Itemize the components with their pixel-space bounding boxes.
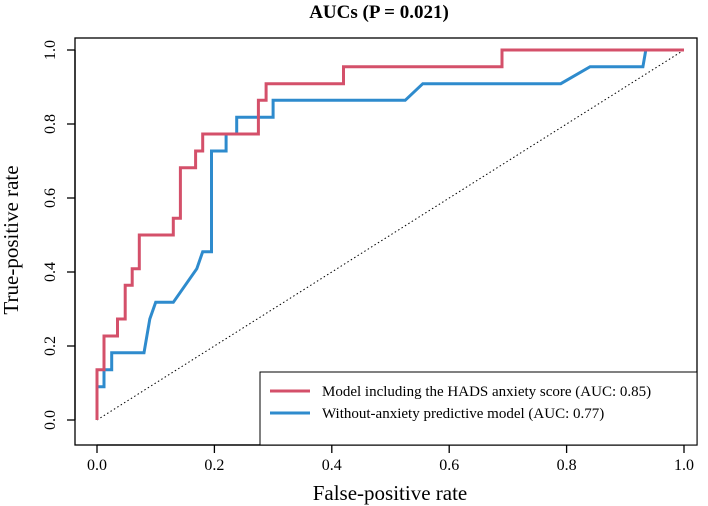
legend-label-without-anxiety-model: Without-anxiety predictive model (AUC: 0… [322,406,604,422]
x-tick-label: 0.6 [439,457,459,474]
roc-curve-without-anxiety-model [95,48,684,420]
x-tick-label: 0.0 [87,457,107,474]
y-tick-label: 0.2 [42,336,59,356]
legend-label-hads-model: Model including the HADS anxiety score (… [322,384,651,400]
legend: Model including the HADS anxiety score (… [259,371,698,446]
y-axis: 0.0 0.2 0.4 0.6 0.8 1.0 [42,40,76,430]
y-tick-label: 0.4 [42,262,59,282]
legend-box [259,371,698,446]
y-tick-label: 0.0 [42,410,59,430]
x-tick-label: 0.4 [322,457,342,474]
reference-diagonal [96,49,685,421]
chart-title: AUCs (P = 0.021) [309,2,449,23]
y-tick-label: 0.8 [42,114,59,134]
y-axis-label: True-positive rate [0,165,23,314]
x-axis-label: False-positive rate [313,481,468,505]
y-tick-label: 0.6 [42,188,59,208]
y-tick-label: 1.0 [42,40,59,60]
x-axis: 0.0 0.2 0.4 0.6 0.8 1.0 [87,444,694,474]
plot-area [95,48,685,421]
x-tick-label: 1.0 [674,457,694,474]
x-tick-label: 0.2 [204,457,224,474]
roc-curve-hads-model [95,48,684,420]
x-tick-label: 0.8 [557,457,577,474]
